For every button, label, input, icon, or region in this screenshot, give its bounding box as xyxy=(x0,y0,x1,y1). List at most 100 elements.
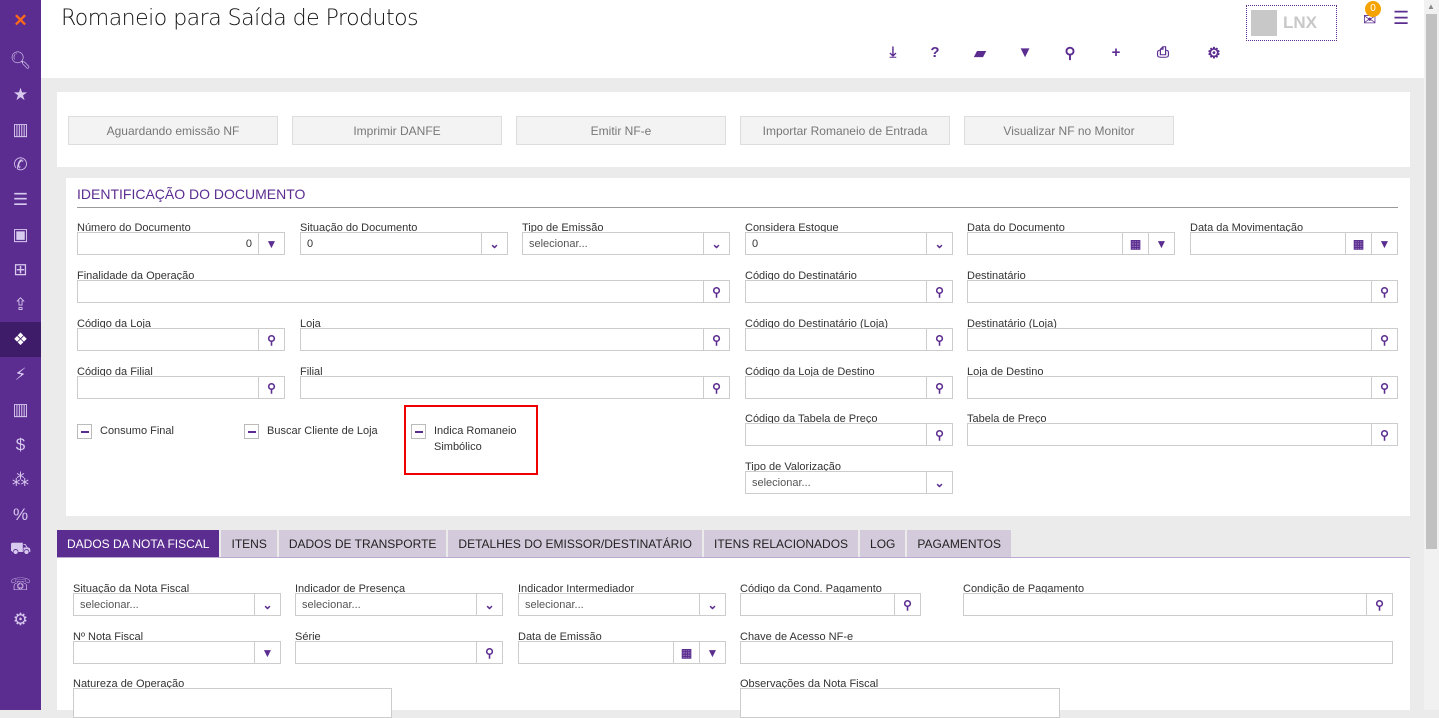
nf-field-natureza-de-opera-o[interactable] xyxy=(73,688,392,718)
download-icon[interactable]: ⤓ xyxy=(889,44,897,61)
bar-chart-icon[interactable]: ▥ xyxy=(12,399,29,419)
chevron-down-icon[interactable]: ⌄ xyxy=(703,233,729,254)
chevron-down-icon[interactable]: ⌄ xyxy=(926,472,952,493)
dollar-icon[interactable]: $ xyxy=(15,434,26,454)
checkbox-0[interactable]: Consumo Final xyxy=(77,423,237,439)
field-c-digo-da-loja-de-destino[interactable]: ⚲ xyxy=(745,376,953,399)
cart-icon[interactable]: ⛟ xyxy=(9,538,32,558)
search-icon[interactable]: ⚲ xyxy=(1064,45,1076,62)
filter-icon[interactable]: ▼ xyxy=(1017,44,1033,61)
add-icon[interactable]: + xyxy=(1111,44,1121,61)
filter-icon[interactable]: ▼ xyxy=(1371,233,1397,254)
field-considera-estoque[interactable]: 0 ⌄ xyxy=(745,232,953,255)
dropbox-icon[interactable]: ❖ xyxy=(0,322,41,357)
tab-0[interactable]: Dados da Nota Fiscal xyxy=(57,530,220,558)
nf-field-situa-o-da-nota-fiscal[interactable]: selecionar... ⌄ xyxy=(73,593,281,616)
calendar-icon[interactable]: ▦ xyxy=(1122,233,1148,254)
print-icon[interactable]: ⎙ xyxy=(1156,44,1169,61)
filter-icon[interactable]: ▼ xyxy=(254,642,280,663)
menu-icon[interactable]: ☰ xyxy=(1393,8,1410,28)
tab-3[interactable]: Detalhes do Emissor/Destinatário xyxy=(448,530,703,558)
field-finalidade-da-opera-o[interactable]: ⚲ xyxy=(77,280,730,303)
star-icon[interactable]: ★ xyxy=(12,84,29,104)
checkbox-indeterminate-icon[interactable] xyxy=(244,424,259,439)
nf-field-condi-o-de-pagamento[interactable]: ⚲ xyxy=(963,593,1393,616)
list-icon[interactable]: ☰ xyxy=(12,189,29,209)
nf-field-n-nota-fiscal[interactable]: ▼ xyxy=(73,641,281,664)
search-icon[interactable]: ⚲ xyxy=(1371,377,1397,398)
action-button-0[interactable]: Aguardando emissão NF xyxy=(68,116,278,145)
filter-icon[interactable]: ▼ xyxy=(699,642,725,663)
nf-field-indicador-intermediador[interactable]: selecionar... ⌄ xyxy=(518,593,726,616)
nf-field-data-de-emiss-o[interactable]: ▦ ▼ xyxy=(518,641,726,664)
company-logo[interactable]: LNX xyxy=(1246,5,1337,41)
scrollbar[interactable]: ▲ xyxy=(1424,0,1439,710)
tab-5[interactable]: Log xyxy=(860,530,906,558)
field-c-digo-da-filial[interactable]: ⚲ xyxy=(77,376,285,399)
action-button-4[interactable]: Visualizar NF no Monitor xyxy=(964,116,1174,145)
search-icon[interactable]: ⚲ xyxy=(476,642,502,663)
app-logo[interactable]: ✕ xyxy=(13,10,28,30)
search-icon[interactable]: ⚲ xyxy=(703,281,729,302)
nf-field-observa-es-da-nota-fiscal[interactable] xyxy=(740,688,1060,718)
nf-field-c-digo-da-cond-pagamento[interactable]: ⚲ xyxy=(740,593,921,616)
field-n-mero-do-documento[interactable]: 0 ▼ xyxy=(77,232,285,255)
field-situa-o-do-documento[interactable]: 0 ⌄ xyxy=(300,232,508,255)
cogs-icon[interactable]: ⚙ xyxy=(12,609,29,629)
percent-icon[interactable]: % xyxy=(12,504,29,524)
action-button-3[interactable]: Importar Romaneio de Entrada xyxy=(740,116,950,145)
chevron-down-icon[interactable]: ⌄ xyxy=(254,594,280,615)
eraser-icon[interactable]: ▰ xyxy=(974,45,986,62)
search-icon[interactable]: ⚲ xyxy=(894,594,920,615)
search-icon[interactable]: ⚲ xyxy=(1371,424,1397,445)
field-loja-de-destino[interactable]: ⚲ xyxy=(967,376,1398,399)
plug-icon[interactable]: ⚡︎ xyxy=(14,364,27,384)
bar-chart-icon[interactable]: ▥ xyxy=(12,119,29,139)
calendar-icon[interactable]: ▦ xyxy=(1345,233,1371,254)
field-tipo-de-valoriza-o[interactable]: selecionar... ⌄ xyxy=(745,471,953,494)
upload-icon[interactable]: ⇪ xyxy=(13,294,28,314)
field-filial[interactable]: ⚲ xyxy=(300,376,730,399)
field-destinat-rio[interactable]: ⚲ xyxy=(967,280,1398,303)
help-icon[interactable]: ? xyxy=(930,44,940,61)
basket-icon[interactable]: ⊞ xyxy=(13,259,28,279)
search-icon[interactable]: ⚲ xyxy=(1371,281,1397,302)
search-icon[interactable]: ⚲ xyxy=(703,329,729,350)
tab-4[interactable]: Itens Relacionados xyxy=(704,530,859,558)
field-data-do-documento[interactable]: ▦ ▼ xyxy=(967,232,1175,255)
filter-icon[interactable]: ▼ xyxy=(258,233,284,254)
action-button-2[interactable]: Emitir NF-e xyxy=(516,116,726,145)
checkbox-2[interactable]: Indica Romaneio Simbólico xyxy=(411,423,521,455)
checkbox-indeterminate-icon[interactable] xyxy=(77,424,92,439)
settings-icon[interactable]: ⚙ xyxy=(1207,45,1221,62)
nf-field-s-rie[interactable]: ⚲ xyxy=(295,641,503,664)
cubes-icon[interactable]: ⁂ xyxy=(12,469,29,489)
chevron-down-icon[interactable]: ⌄ xyxy=(481,233,507,254)
search-icon[interactable]: ⚲ xyxy=(926,377,952,398)
nf-field-chave-de-acesso-nf-e[interactable] xyxy=(740,641,1393,664)
search-icon[interactable]: ⚲ xyxy=(1366,594,1392,615)
field-data-da-movimenta-o[interactable]: ▦ ▼ xyxy=(1190,232,1398,255)
search-icon[interactable]: 🔍︎ xyxy=(9,50,32,70)
chevron-down-icon[interactable]: ⌄ xyxy=(476,594,502,615)
tab-1[interactable]: Itens xyxy=(221,530,277,558)
search-icon[interactable]: ⚲ xyxy=(703,377,729,398)
chevron-down-icon[interactable]: ⌄ xyxy=(926,233,952,254)
search-icon[interactable]: ⚲ xyxy=(258,329,284,350)
search-icon[interactable]: ⚲ xyxy=(926,424,952,445)
field-loja[interactable]: ⚲ xyxy=(300,328,730,351)
action-button-1[interactable]: Imprimir DANFE xyxy=(292,116,502,145)
filter-icon[interactable]: ▼ xyxy=(1148,233,1174,254)
field-c-digo-do-destinat-rio-loja-[interactable]: ⚲ xyxy=(745,328,953,351)
checkbox-1[interactable]: Buscar Cliente de Loja xyxy=(244,423,404,439)
contacts-icon[interactable]: ▣ xyxy=(12,224,29,244)
nf-field-indicador-de-presen-a[interactable]: selecionar... ⌄ xyxy=(295,593,503,616)
checkbox-indeterminate-icon[interactable] xyxy=(411,424,426,439)
field-destinat-rio-loja-[interactable]: ⚲ xyxy=(967,328,1398,351)
chevron-down-icon[interactable]: ⌄ xyxy=(699,594,725,615)
phone-icon[interactable]: ✆ xyxy=(13,154,28,174)
calendar-icon[interactable]: ▦ xyxy=(673,642,699,663)
tab-6[interactable]: Pagamentos xyxy=(907,530,1011,558)
search-icon[interactable]: ⚲ xyxy=(1371,329,1397,350)
field-tipo-de-emiss-o[interactable]: selecionar... ⌄ xyxy=(522,232,730,255)
